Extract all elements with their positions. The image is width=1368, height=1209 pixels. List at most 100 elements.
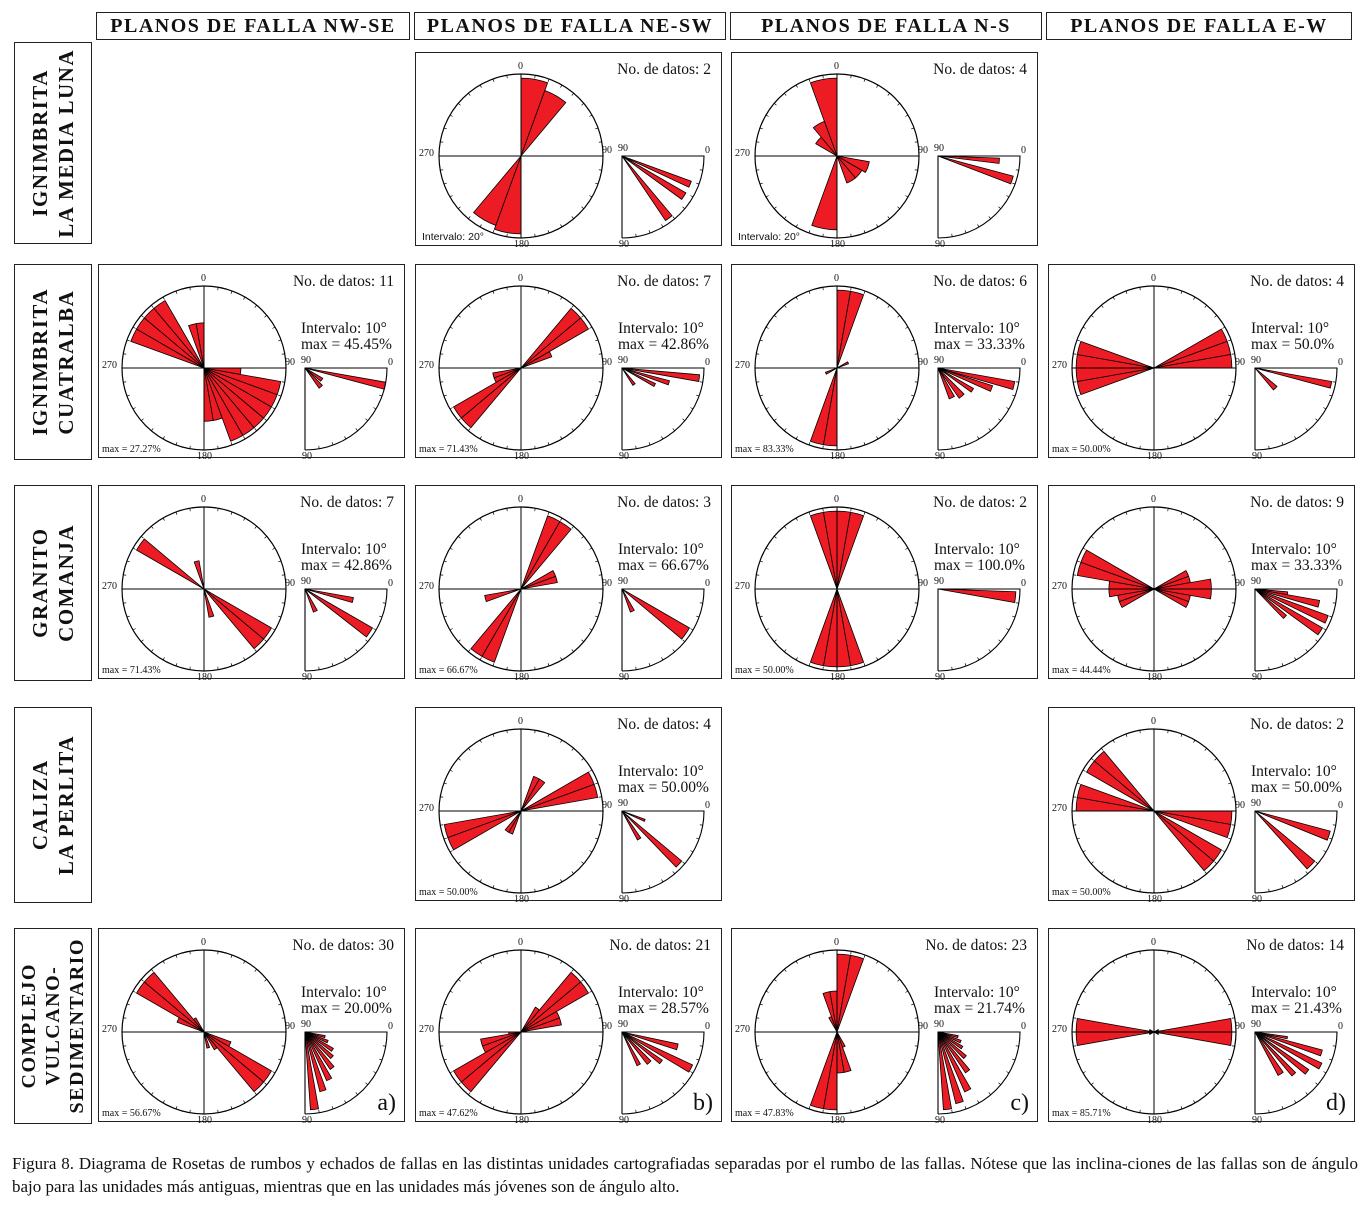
row-header-la-perlita: CALIZA LA PERLITA (14, 707, 92, 903)
axis-label-270: 270 (102, 581, 117, 592)
max-percent-label: max = 20.00% (301, 1000, 392, 1017)
quadrant-label-90-bottom: 90 (619, 672, 629, 683)
dip-petal (937, 1031, 971, 1074)
strike-petal (1153, 1018, 1233, 1033)
column-header-e-w: PLANOS DE FALLA E-W (1046, 12, 1352, 40)
quadrant-label-0: 0 (1338, 578, 1343, 589)
strike-petal (520, 89, 567, 157)
strike-petal (836, 155, 870, 173)
quadrant-label-0: 0 (705, 145, 710, 156)
rose-diagram (438, 285, 705, 451)
dip-petal (1254, 588, 1287, 620)
strike-petal (520, 1017, 562, 1033)
column-header-ne-sw: PLANOS DE FALLA NE-SW (414, 12, 726, 40)
axis-label-270: 270 (1052, 360, 1067, 371)
quadrant-label-90-bottom: 90 (935, 672, 945, 683)
dip-petal (304, 1031, 334, 1052)
quadrant-label-0: 0 (388, 357, 393, 368)
axis-label-270: 270 (419, 803, 434, 814)
dip-quadrant (621, 155, 705, 239)
rose-axes (755, 507, 919, 671)
strike-petal (153, 299, 205, 369)
dip-petal (1254, 1031, 1323, 1057)
dip-petal (1254, 1031, 1284, 1076)
axis-label-270: 270 (1052, 581, 1067, 592)
strike-petal (1153, 1031, 1233, 1046)
axis-label-180: 180 (1147, 672, 1162, 683)
rose-axes (1072, 950, 1236, 1114)
interval-label: Intervalo: 10° (618, 763, 704, 780)
dip-quadrant (304, 588, 388, 672)
rose-diagram (121, 506, 388, 672)
strike-petal (460, 367, 522, 429)
rose-panel: 0 270 90 180 0 90 90 No. de datos: 9 Intervalo: … (1048, 485, 1355, 683)
strike-petal (203, 1031, 211, 1049)
rose-diagram (1071, 506, 1338, 672)
rose-diagram (1071, 285, 1338, 451)
max-left-label: max = 27.27% (102, 444, 161, 455)
data-count-label: No. de datos: 7 (617, 273, 711, 290)
dip-petal (1254, 1031, 1323, 1070)
strike-petal (203, 1031, 232, 1047)
strike-petal (1076, 561, 1155, 590)
strike-petal (1076, 783, 1155, 812)
row-header-cuatralba: IGNIMBRITA CUATRALBA (14, 264, 92, 460)
strike-petal (836, 361, 850, 369)
dip-quadrant (937, 155, 1021, 239)
row-header-vulcano-sedimentario: COMPLEJO VULCANO- SEDIMENTARIO (14, 928, 92, 1124)
strike-petal (520, 981, 590, 1033)
data-count-label: No. de datos: 2 (1250, 716, 1344, 733)
max-percent-label: max = 45.45% (301, 336, 392, 353)
quadrant-label-90: 90 (934, 576, 944, 587)
strike-petal (812, 120, 838, 157)
data-count-label: No. de datos: 30 (292, 937, 394, 954)
max-percent-label: max = 21.43% (1251, 1000, 1342, 1017)
rose-diagram (1071, 728, 1338, 894)
axis-label-270: 270 (1052, 803, 1067, 814)
strike-petal (1153, 810, 1215, 872)
max-percent-label: max = 42.86% (301, 557, 392, 574)
quadrant-label-90-bottom: 90 (619, 894, 629, 905)
column-header-nw-se: PLANOS DE FALLA NW-SE (96, 12, 410, 40)
rose-panel: 0 270 90 180 0 90 90 No. de datos: 2 Intervalo: … (731, 485, 1038, 683)
rose-panel: 0 270 90 180 0 90 90 No. de datos: 4 Intervalo: … (415, 707, 722, 905)
rose-axes (1072, 507, 1236, 671)
dip-petal (1254, 810, 1331, 841)
data-count-label: No. de datos: 4 (617, 716, 711, 733)
axis-label-90: 90 (1235, 357, 1245, 368)
strike-petal (1153, 1028, 1160, 1033)
dip-petal (621, 155, 673, 222)
dip-petal (621, 155, 687, 200)
rose-axes (439, 729, 603, 893)
dip-petal (621, 367, 656, 387)
max-percent-label: max = 66.67% (618, 557, 709, 574)
data-count-label: No. de datos: 4 (1250, 273, 1344, 290)
strike-petal (135, 981, 205, 1033)
strike-petal (203, 1031, 218, 1051)
strike-petal (193, 560, 205, 590)
max-left-label: max = 50.00% (419, 887, 478, 898)
quadrant-label-90-bottom: 90 (935, 451, 945, 462)
dip-petal (937, 1031, 964, 1105)
interval-label: Intervalo: 10° (1251, 763, 1337, 780)
dip-petal (304, 367, 323, 389)
max-left-label: max = 50.00% (735, 665, 794, 676)
quadrant-label-90-bottom: 90 (1252, 1115, 1262, 1126)
figure-caption: Figura 8. Diagrama de Rosetas de rumbos … (12, 1154, 1358, 1196)
quadrant-label-90: 90 (618, 798, 628, 809)
axis-label-180: 180 (830, 1115, 845, 1126)
dip-petal (937, 1031, 962, 1044)
axis-label-270: 270 (102, 1024, 117, 1035)
rose-panel: 0 270 90 180 0 90 90 No. de datos: 2 Intervalo: … (1048, 707, 1355, 905)
axis-label-180: 180 (514, 239, 529, 250)
axis-label-270: 270 (735, 360, 750, 371)
dip-petal (621, 1031, 663, 1065)
max-percent-label: max = 42.86% (618, 336, 709, 353)
rose-axes (1072, 729, 1236, 893)
quadrant-label-0: 0 (705, 800, 710, 811)
data-count-label: No. de datos: 4 (933, 61, 1027, 78)
dip-quadrant (937, 588, 1021, 672)
strike-petal (484, 588, 522, 603)
dip-quadrant (937, 1031, 1021, 1115)
quadrant-label-0: 0 (705, 1021, 710, 1032)
